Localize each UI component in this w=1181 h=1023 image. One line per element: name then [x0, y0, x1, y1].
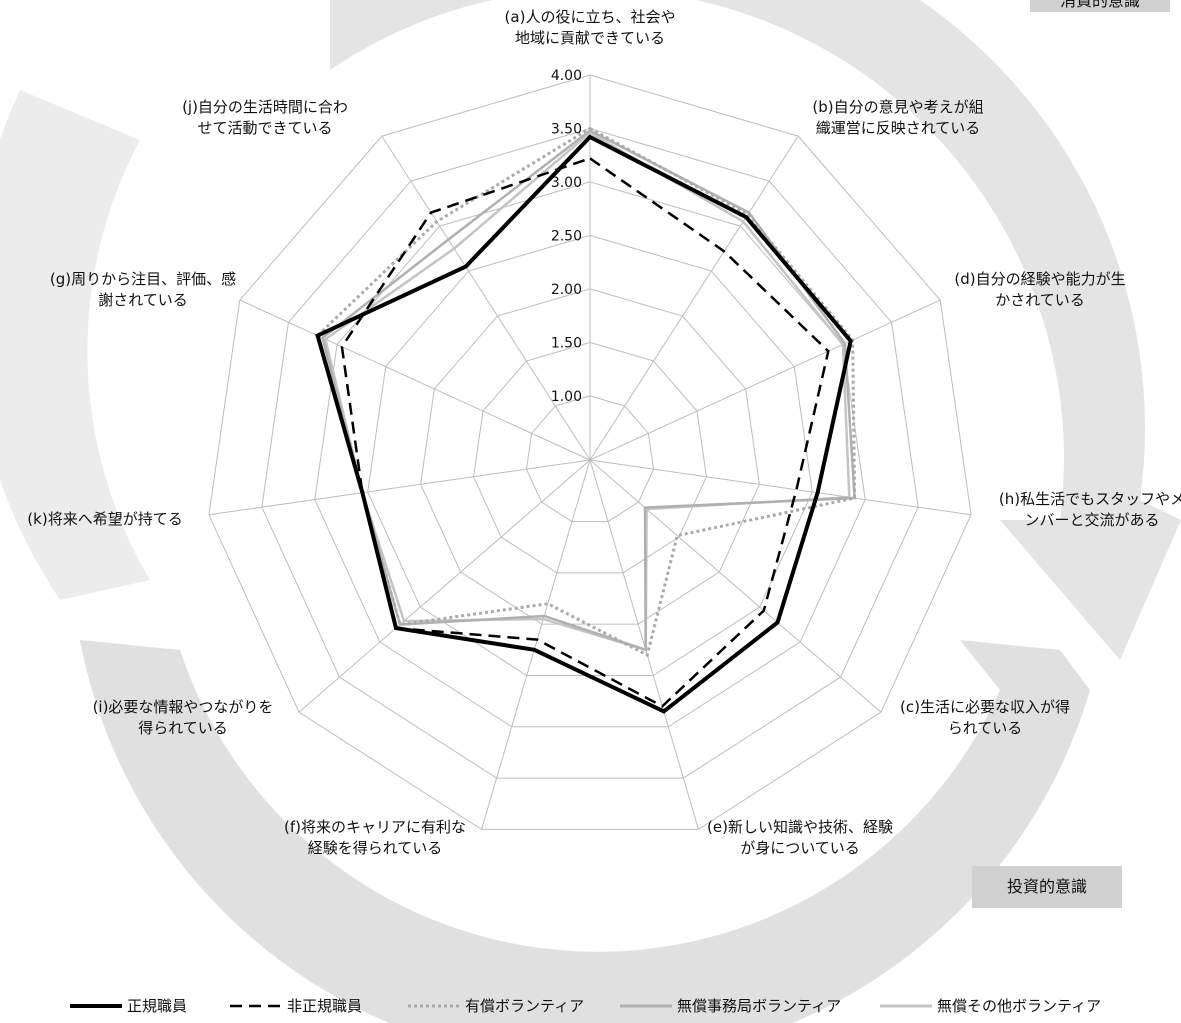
tag-consumptive: 消費的意識	[1030, 0, 1170, 12]
tag-investive: 投資的意識	[972, 866, 1122, 908]
radial-ticks: 1.00 1.50 2.00 2.50 3.00 3.50 4.00	[551, 68, 582, 405]
grid-spoke	[208, 459, 591, 516]
axis-label-j: (j)自分の生活時間に合わせて活動できている	[182, 98, 348, 137]
axis-label-d: (d)自分の経験や能力が生かされている	[954, 270, 1125, 309]
grid-spoke	[589, 459, 699, 830]
tick-label: 1.00	[551, 389, 582, 405]
axis-label-c: (c)生活に必要な収入が得られている	[900, 698, 1070, 737]
tag-consumptive-label: 消費的意識	[1060, 0, 1140, 10]
investive-arrow-band	[80, 640, 1090, 1023]
left-arrow-band	[0, 90, 150, 600]
grid-spoke	[481, 459, 591, 830]
tag-investive-label: 投資的意識	[1007, 877, 1087, 896]
legend-label: 無償その他ボランティア	[937, 997, 1101, 1015]
axis-labels: (a)人の役に立ち、社会や地域に貢献できている (b)自分の意見や考えが組織運営に…	[27, 8, 1181, 857]
grid-ring	[473, 341, 707, 574]
grid-ring	[525, 395, 655, 523]
axis-label-i: (i)必要な情報やつながりを得られている	[93, 698, 274, 737]
axis-label-h: (h)私生活でもスタッフやメンバーと交流がある	[999, 490, 1181, 529]
axis-label-e: (e)新しい知識や技術、経験が身についている	[707, 818, 893, 857]
series-line	[315, 126, 857, 658]
tick-label: 4.00	[551, 68, 582, 84]
axis-label-f: (f)将来のキャリアに有利な経験を得られている	[284, 818, 466, 857]
grid-spoke	[589, 459, 882, 713]
series-line	[315, 134, 853, 714]
grid-spoke	[239, 299, 591, 461]
tick-label: 1.50	[551, 335, 582, 351]
tick-label: 2.00	[551, 282, 582, 298]
axis-label-k: (k)将来へ希望が持てる	[27, 510, 182, 528]
grid-spoke	[589, 299, 941, 461]
tick-label: 3.50	[551, 121, 582, 137]
tick-label: 3.00	[551, 175, 582, 191]
grid-spoke	[589, 459, 972, 516]
axis-label-a: (a)人の役に立ち、社会や地域に貢献できている	[505, 8, 676, 47]
grid-spoke	[381, 135, 591, 461]
series-line	[340, 157, 830, 708]
tick-label: 2.50	[551, 228, 582, 244]
grid-spoke	[298, 459, 591, 713]
legend-label: 非正規職員	[287, 997, 362, 1015]
legend-label: 有償ボランティア	[465, 997, 584, 1015]
axis-label-b: (b)自分の意見や考えが組織運営に反映されている	[812, 98, 983, 137]
legend-label: 無償事務局ボランティア	[677, 997, 841, 1015]
legend-label: 正規職員	[127, 997, 187, 1015]
grid-ring	[261, 127, 919, 779]
radar-grid	[208, 74, 972, 830]
grid-spoke	[589, 135, 799, 461]
legend: 正規職員 非正規職員 有償ボランティア 無償事務局ボランティア 無償その他ボランティア	[70, 997, 1101, 1015]
series-lines	[315, 126, 857, 714]
consumptive-arrow-band	[330, 0, 1181, 660]
axis-label-g: (g)周りから注目、評価、感謝されている	[50, 270, 236, 309]
